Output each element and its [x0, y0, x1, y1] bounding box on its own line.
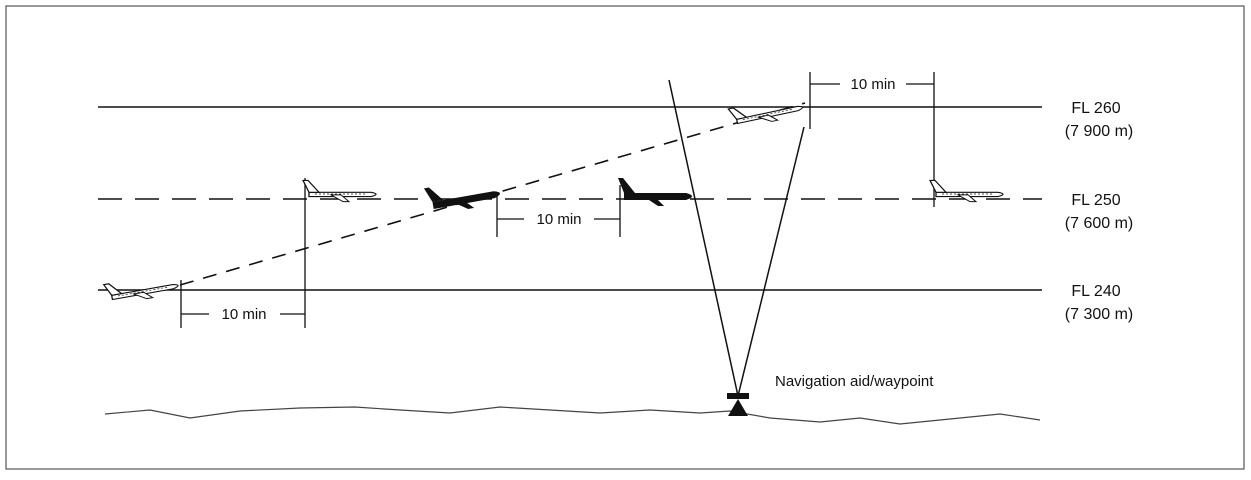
fl250-meters: (7 600 m): [1065, 215, 1133, 232]
ground-terrain: [104, 406, 1041, 425]
fl240-meters: (7 300 m): [1065, 306, 1133, 323]
interval-middle: 10 min: [496, 185, 621, 237]
fl260-meters: (7 900 m): [1065, 123, 1133, 140]
fl250-label: FL 250: [1071, 192, 1120, 209]
navaid-symbol: [727, 393, 749, 416]
interval-label-top: 10 min: [850, 76, 895, 93]
aircraft-fl250-solid-icon: [618, 178, 692, 206]
fl240-label: FL 240: [1071, 283, 1120, 300]
interval-top: 10 min: [809, 72, 935, 207]
navaid-coverage-left: [668, 79, 739, 397]
aircraft-climb-start-icon: [103, 271, 180, 307]
figure-frame: [5, 5, 1245, 470]
navaid-coverage-right: [737, 126, 805, 397]
navaid-label: Navigation aid/waypoint: [775, 373, 934, 390]
interval-bottom: 10 min: [180, 178, 306, 328]
interval-label-middle: 10 min: [536, 211, 581, 228]
aircraft-fl260-icon: [727, 93, 805, 131]
fl260-label: FL 260: [1071, 100, 1120, 117]
interval-label-bottom: 10 min: [221, 306, 266, 323]
